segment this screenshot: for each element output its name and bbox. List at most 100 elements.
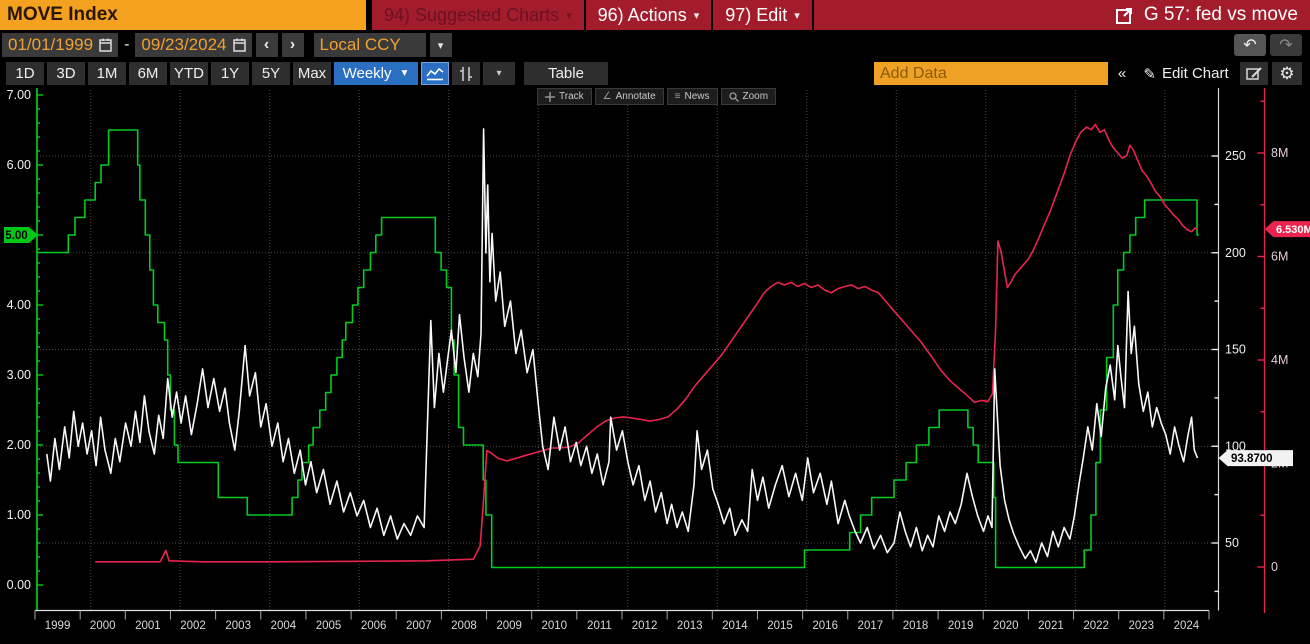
svg-text:100: 100: [1225, 439, 1246, 453]
tab-5y[interactable]: 5Y: [252, 62, 290, 85]
svg-text:0: 0: [1271, 560, 1278, 574]
range-back-button[interactable]: ‹: [255, 33, 278, 57]
date-start-field[interactable]: 01/01/1999: [2, 33, 119, 57]
tab-6m[interactable]: 6M: [129, 62, 167, 85]
svg-text:1999: 1999: [45, 620, 71, 632]
svg-text:2023: 2023: [1128, 620, 1154, 632]
svg-text:2014: 2014: [722, 620, 748, 632]
settings-button[interactable]: ⚙: [1272, 62, 1302, 85]
chevron-down-icon: ▾: [437, 39, 444, 52]
svg-text:2000: 2000: [90, 620, 116, 632]
track-button[interactable]: Track: [537, 88, 592, 105]
svg-text:2010: 2010: [541, 620, 567, 632]
svg-text:2020: 2020: [993, 620, 1019, 632]
svg-text:2005: 2005: [316, 620, 342, 632]
svg-text:50: 50: [1225, 536, 1239, 550]
svg-text:1.00: 1.00: [7, 508, 31, 522]
svg-text:2006: 2006: [361, 620, 387, 632]
gear-icon: ⚙: [1279, 63, 1295, 83]
svg-text:3.00: 3.00: [7, 368, 31, 382]
svg-text:200: 200: [1225, 246, 1246, 260]
svg-text:2019: 2019: [948, 620, 974, 632]
svg-text:4.00: 4.00: [7, 298, 31, 312]
period-toolbar: 1D 3D 1M 6M YTD 1Y 5Y Max Weekly ▼ ▾ Tab…: [0, 60, 1310, 87]
chevron-down-icon: ▾: [693, 9, 700, 22]
svg-text:2012: 2012: [632, 620, 658, 632]
svg-text:2.00: 2.00: [7, 438, 31, 452]
chevron-right-icon: ›: [289, 36, 296, 53]
svg-text:2007: 2007: [406, 620, 432, 632]
edit-menu[interactable]: 97) Edit ▾: [725, 4, 800, 25]
x-axis-years: 1999 2000 2001 2002 2003 2004 2005 2006 2007 2008…: [34, 609, 1210, 632]
pencil-icon: ✎: [1143, 65, 1156, 83]
right-axis-move: 50 100 150 200 250: [1211, 88, 1246, 611]
tab-1m[interactable]: 1M: [88, 62, 126, 85]
move-last-value-badge: 93.8700: [1231, 453, 1273, 465]
candlestick-type-button[interactable]: [452, 62, 480, 85]
svg-text:2002: 2002: [180, 620, 206, 632]
zoom-button[interactable]: Zoom: [720, 88, 777, 105]
date-range-dash: -: [124, 36, 130, 53]
annotate-icon: ∠: [602, 91, 612, 102]
line-chart-type-button[interactable]: [421, 62, 449, 85]
redo-button[interactable]: ↷: [1270, 34, 1302, 56]
range-forward-button[interactable]: ›: [281, 33, 304, 57]
chart-background: [0, 87, 1310, 644]
svg-text:2009: 2009: [496, 620, 522, 632]
tab-max[interactable]: Max: [293, 62, 331, 85]
chevron-left-icon: ‹: [263, 36, 270, 53]
undo-button[interactable]: ↶: [1234, 34, 1266, 56]
undo-icon: ↶: [1243, 37, 1257, 54]
currency-select[interactable]: Local CCY: [313, 33, 426, 57]
calendar-icon[interactable]: [99, 38, 112, 52]
last-value-badges: 5.00 93.8700 6.530M: [4, 221, 1310, 467]
zoom-icon: [728, 91, 739, 102]
frequency-dropdown[interactable]: Weekly ▼: [334, 62, 418, 85]
chart-edit-icon: [1245, 66, 1263, 81]
ticker-text: MOVE Index: [7, 4, 118, 25]
divider: [811, 0, 814, 30]
svg-text:2001: 2001: [135, 620, 161, 632]
tab-3d[interactable]: 3D: [47, 62, 85, 85]
chart-settings-button[interactable]: [1240, 62, 1268, 85]
chevron-down-icon: ▾: [566, 9, 572, 22]
add-data-input[interactable]: [874, 62, 1108, 85]
svg-text:2013: 2013: [677, 620, 703, 632]
annotate-button[interactable]: ∠ Annotate: [594, 88, 664, 105]
svg-text:0.00: 0.00: [7, 578, 31, 592]
edit-chart-button[interactable]: ✎ Edit Chart: [1143, 65, 1229, 83]
actions-menu[interactable]: 96) Actions ▾: [597, 4, 700, 25]
currency-dropdown-button[interactable]: ▾: [429, 33, 452, 57]
svg-text:2022: 2022: [1083, 620, 1109, 632]
chart-toolbar: Track ∠ Annotate ≡ News Zoom: [537, 88, 777, 105]
svg-text:2016: 2016: [812, 620, 838, 632]
svg-text:4M: 4M: [1271, 353, 1288, 367]
svg-text:7.00: 7.00: [7, 88, 31, 102]
divider: [711, 0, 714, 30]
svg-text:2004: 2004: [271, 620, 297, 632]
svg-text:2011: 2011: [587, 620, 612, 632]
candlestick-icon: [458, 66, 474, 82]
series-fed-funds-target-rate: [37, 129, 1199, 569]
chart-type-dropdown[interactable]: ▾: [483, 62, 515, 85]
tab-1y[interactable]: 1Y: [211, 62, 249, 85]
balance-sheet-last-value-badge: 6.530M: [1276, 224, 1310, 236]
svg-text:2017: 2017: [858, 620, 884, 632]
track-icon: [545, 91, 555, 102]
svg-text:2015: 2015: [767, 620, 793, 632]
collapse-panel-button[interactable]: «: [1112, 62, 1132, 85]
export-icon[interactable]: [1115, 6, 1134, 25]
suggested-charts-menu[interactable]: 94) Suggested Charts ▾: [384, 4, 572, 25]
news-button[interactable]: ≡ News: [666, 88, 718, 105]
fed-funds-last-value-badge: 5.00: [5, 230, 27, 242]
svg-text:150: 150: [1225, 343, 1246, 357]
date-end-field[interactable]: 09/23/2024: [135, 33, 252, 57]
table-button[interactable]: Table: [524, 62, 608, 85]
calendar-icon[interactable]: [232, 38, 246, 52]
svg-text:2024: 2024: [1174, 620, 1200, 632]
chart-title: G 57: fed vs move: [1143, 4, 1298, 25]
ticker-input[interactable]: MOVE Index: [0, 0, 366, 30]
tab-ytd[interactable]: YTD: [170, 62, 208, 85]
tab-1d[interactable]: 1D: [6, 62, 44, 85]
